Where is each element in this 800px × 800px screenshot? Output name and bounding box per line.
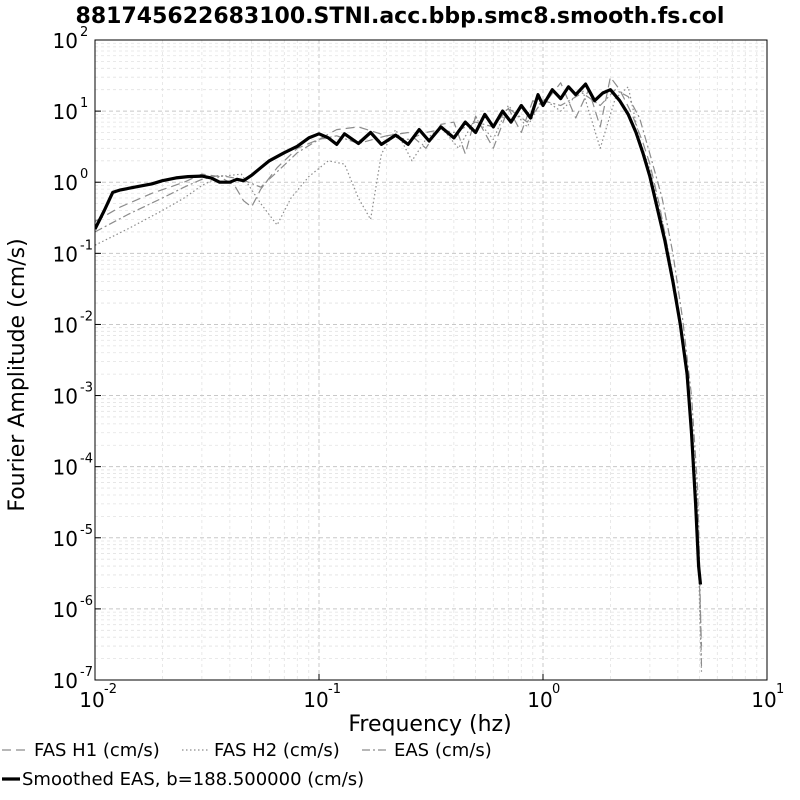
legend-entry: Smoothed EAS, b=188.500000 (cm/s) xyxy=(2,769,364,790)
y-tick-base: 10 xyxy=(53,242,78,266)
y-axis-label: Fourier Amplitude (cm/s) xyxy=(5,238,30,511)
y-tick-label: 10 -1 xyxy=(53,238,101,266)
x-tick-exponent: 0 xyxy=(552,682,560,697)
legend-label: FAS H1 (cm/s) xyxy=(34,740,160,761)
y-tick-exponent: -2 xyxy=(80,309,93,324)
x-tick-base: 10 xyxy=(751,688,776,712)
legend-entry: EAS (cm/s) xyxy=(362,740,492,761)
y-tick-label: 10 -6 xyxy=(53,594,101,622)
legend: FAS H1 (cm/s) FAS H2 (cm/s) EAS (cm/s) Smoo… xyxy=(2,740,492,790)
x-tick-label: 10 0 xyxy=(527,674,560,712)
y-tick-label: 10 -5 xyxy=(53,523,101,551)
y-tick-base: 10 xyxy=(53,100,78,124)
series-layer xyxy=(95,76,703,672)
y-tick-base: 10 xyxy=(53,29,78,53)
y-tick-base: 10 xyxy=(53,669,78,693)
x-tick-exponent: -2 xyxy=(104,682,117,697)
legend-label: EAS (cm/s) xyxy=(394,740,492,761)
grid xyxy=(94,40,767,681)
series-line-3 xyxy=(95,89,703,668)
legend-entry: FAS H2 (cm/s) xyxy=(182,740,340,761)
y-tick-exponent: 2 xyxy=(80,25,88,40)
y-tick-label: 10 -2 xyxy=(53,309,101,337)
x-tick-base: 10 xyxy=(303,688,328,712)
y-tick-label: 10 -7 xyxy=(53,665,101,693)
x-tick-label: 10 -1 xyxy=(303,674,341,712)
series-line-4 xyxy=(95,82,703,585)
chart-title: 881745622683100.STNI.acc.bbp.smc8.smooth… xyxy=(76,4,725,29)
y-tick-base: 10 xyxy=(53,171,78,195)
y-tick-label: 10 1 xyxy=(53,96,101,124)
plot-frame xyxy=(94,39,768,681)
y-tick-exponent: -7 xyxy=(80,665,93,680)
y-tick-base: 10 xyxy=(53,313,78,337)
y-tick-label: 10 -3 xyxy=(53,381,101,409)
legend-entry: FAS H1 (cm/s) xyxy=(2,740,160,761)
x-ticks: 10 -2 10 -1 10 0 10 1 xyxy=(79,674,784,712)
legend-label: Smoothed EAS, b=188.500000 (cm/s) xyxy=(22,769,364,790)
y-tick-base: 10 xyxy=(53,456,78,480)
x-tick-label: 10 -2 xyxy=(79,674,117,712)
x-tick-exponent: 1 xyxy=(776,682,784,697)
y-tick-base: 10 xyxy=(53,385,78,409)
y-tick-label: 10 2 xyxy=(53,25,101,53)
x-tick-base: 10 xyxy=(527,688,552,712)
x-axis-label: Frequency (hz) xyxy=(348,712,511,737)
y-tick-exponent: -5 xyxy=(80,523,93,538)
series-line-2 xyxy=(95,86,703,672)
x-tick-label: 10 1 xyxy=(751,674,784,712)
y-tick-exponent: 1 xyxy=(80,96,88,111)
y-tick-exponent: 0 xyxy=(80,167,88,182)
series-line-1 xyxy=(95,76,703,647)
y-tick-label: 10 -4 xyxy=(53,452,101,480)
y-tick-base: 10 xyxy=(53,598,78,622)
y-tick-exponent: -4 xyxy=(80,452,93,467)
y-tick-exponent: -3 xyxy=(80,381,93,396)
x-tick-exponent: -1 xyxy=(328,682,341,697)
y-tick-label: 10 0 xyxy=(53,167,101,195)
y-tick-exponent: -6 xyxy=(80,594,93,609)
y-tick-exponent: -1 xyxy=(80,238,93,253)
y-tick-base: 10 xyxy=(53,527,78,551)
x-tick-base: 10 xyxy=(79,688,104,712)
legend-label: FAS H2 (cm/s) xyxy=(214,740,340,761)
